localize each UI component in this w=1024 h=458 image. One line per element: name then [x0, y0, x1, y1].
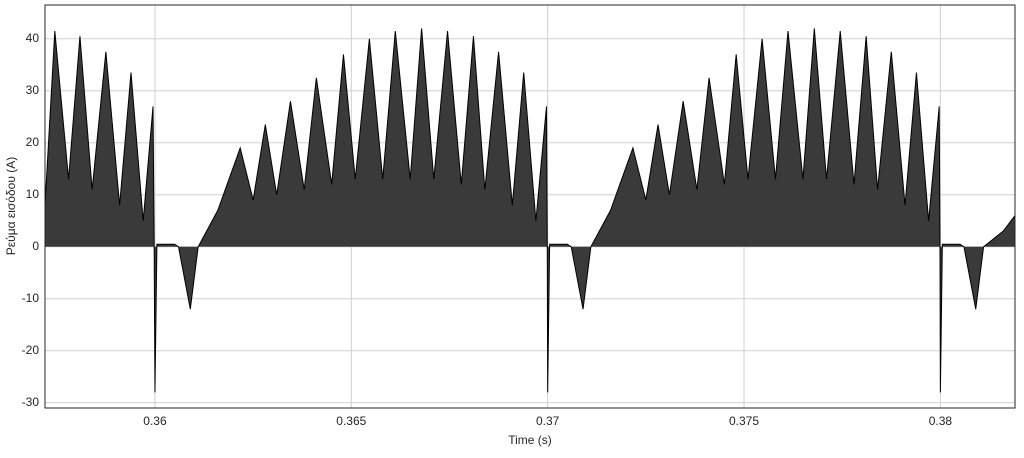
signal-line — [44, 28, 1016, 393]
y-tick-label: -30 — [22, 395, 40, 409]
y-tick-label: -10 — [22, 291, 40, 305]
y-tick-label: 0 — [32, 239, 39, 253]
y-tick-label: 20 — [26, 135, 40, 149]
y-tick-label: 10 — [26, 187, 40, 201]
signal-area — [45, 28, 1015, 393]
y-tick-label: 40 — [26, 31, 40, 45]
x-axis-label: Time (s) — [508, 433, 552, 447]
x-tick-label: 0.375 — [729, 414, 759, 428]
x-tick-label: 0.36 — [143, 414, 167, 428]
y-tick-label: 30 — [26, 83, 40, 97]
x-tick-label: 0.37 — [536, 414, 560, 428]
x-tick-label: 0.38 — [929, 414, 953, 428]
y-tick-label: -20 — [22, 343, 40, 357]
x-tick-label: 0.365 — [336, 414, 366, 428]
y-axis-label: Ρεύμα εισόδου (A) — [4, 157, 18, 255]
plot-border — [44, 4, 1016, 409]
